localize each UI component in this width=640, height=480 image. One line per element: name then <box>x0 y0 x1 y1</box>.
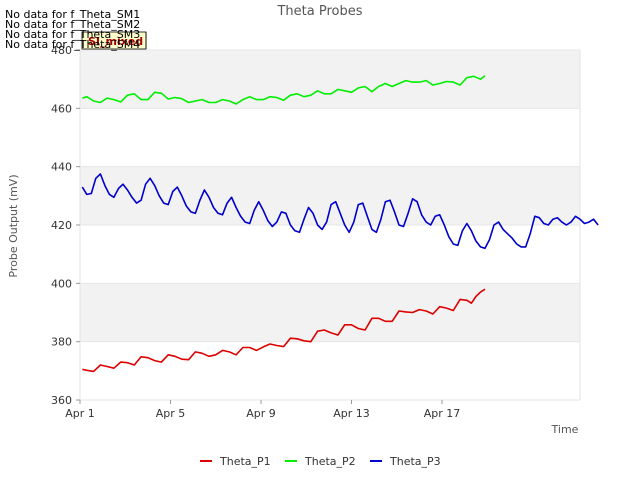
series-line-theta-p2 <box>82 75 486 105</box>
y-tick-label: 440 <box>51 161 72 174</box>
legend-label-theta-p2: Theta_P2 <box>304 455 356 468</box>
plot-band <box>80 50 580 109</box>
y-tick-label: 360 <box>51 394 72 407</box>
no-data-note: No data for f_Theta_SM2 <box>5 18 140 31</box>
y-tick-label: 420 <box>51 219 72 232</box>
y-axis: 360 380 400 420 440 460 480 <box>51 44 80 407</box>
legend: Theta_P1 Theta_P2 Theta_P3 <box>200 455 441 468</box>
legend-label-theta-p1: Theta_P1 <box>219 455 271 468</box>
x-tick-label: Apr 9 <box>246 407 276 420</box>
plot-band <box>80 108 580 167</box>
y-tick-label: 460 <box>51 102 72 115</box>
plot-background-bands <box>80 50 580 400</box>
plot-band <box>80 166 580 225</box>
no-data-note: No data for f_Theta_SM3 <box>5 28 140 41</box>
no-data-notes: No data for f_Theta_SM1 No data for f_Th… <box>5 8 140 51</box>
chart-title: Theta Probes <box>276 4 362 19</box>
x-tick-label: Apr 13 <box>333 407 370 420</box>
series-line-theta-p3 <box>81 173 599 250</box>
no-data-note: No data for f_Theta_SM4 <box>5 38 140 51</box>
series-line-theta-p1 <box>82 288 486 373</box>
legend-label-theta-p3: Theta_P3 <box>389 455 441 468</box>
plot-band <box>80 225 580 284</box>
x-tick-label: Apr 5 <box>156 407 186 420</box>
annotation-box: SI_mixed <box>81 31 147 50</box>
x-tick-label: Apr 17 <box>424 407 461 420</box>
gridlines <box>80 49 580 401</box>
y-axis-label: Probe Output (mV) <box>7 174 20 277</box>
x-axis-label: Time <box>551 423 579 436</box>
no-data-note: No data for f_Theta_SM1 <box>5 8 140 21</box>
x-tick-label: Apr 1 <box>65 407 95 420</box>
series-lines <box>81 75 599 373</box>
x-axis: Apr 1 Apr 5 Apr 9 Apr 13 Apr 17 <box>65 400 460 420</box>
y-tick-label: 480 <box>51 44 72 57</box>
plot-band <box>80 341 580 400</box>
y-tick-label: 400 <box>51 277 72 290</box>
y-tick-label: 380 <box>51 336 72 349</box>
annotation-text: SI_mixed <box>88 35 143 48</box>
